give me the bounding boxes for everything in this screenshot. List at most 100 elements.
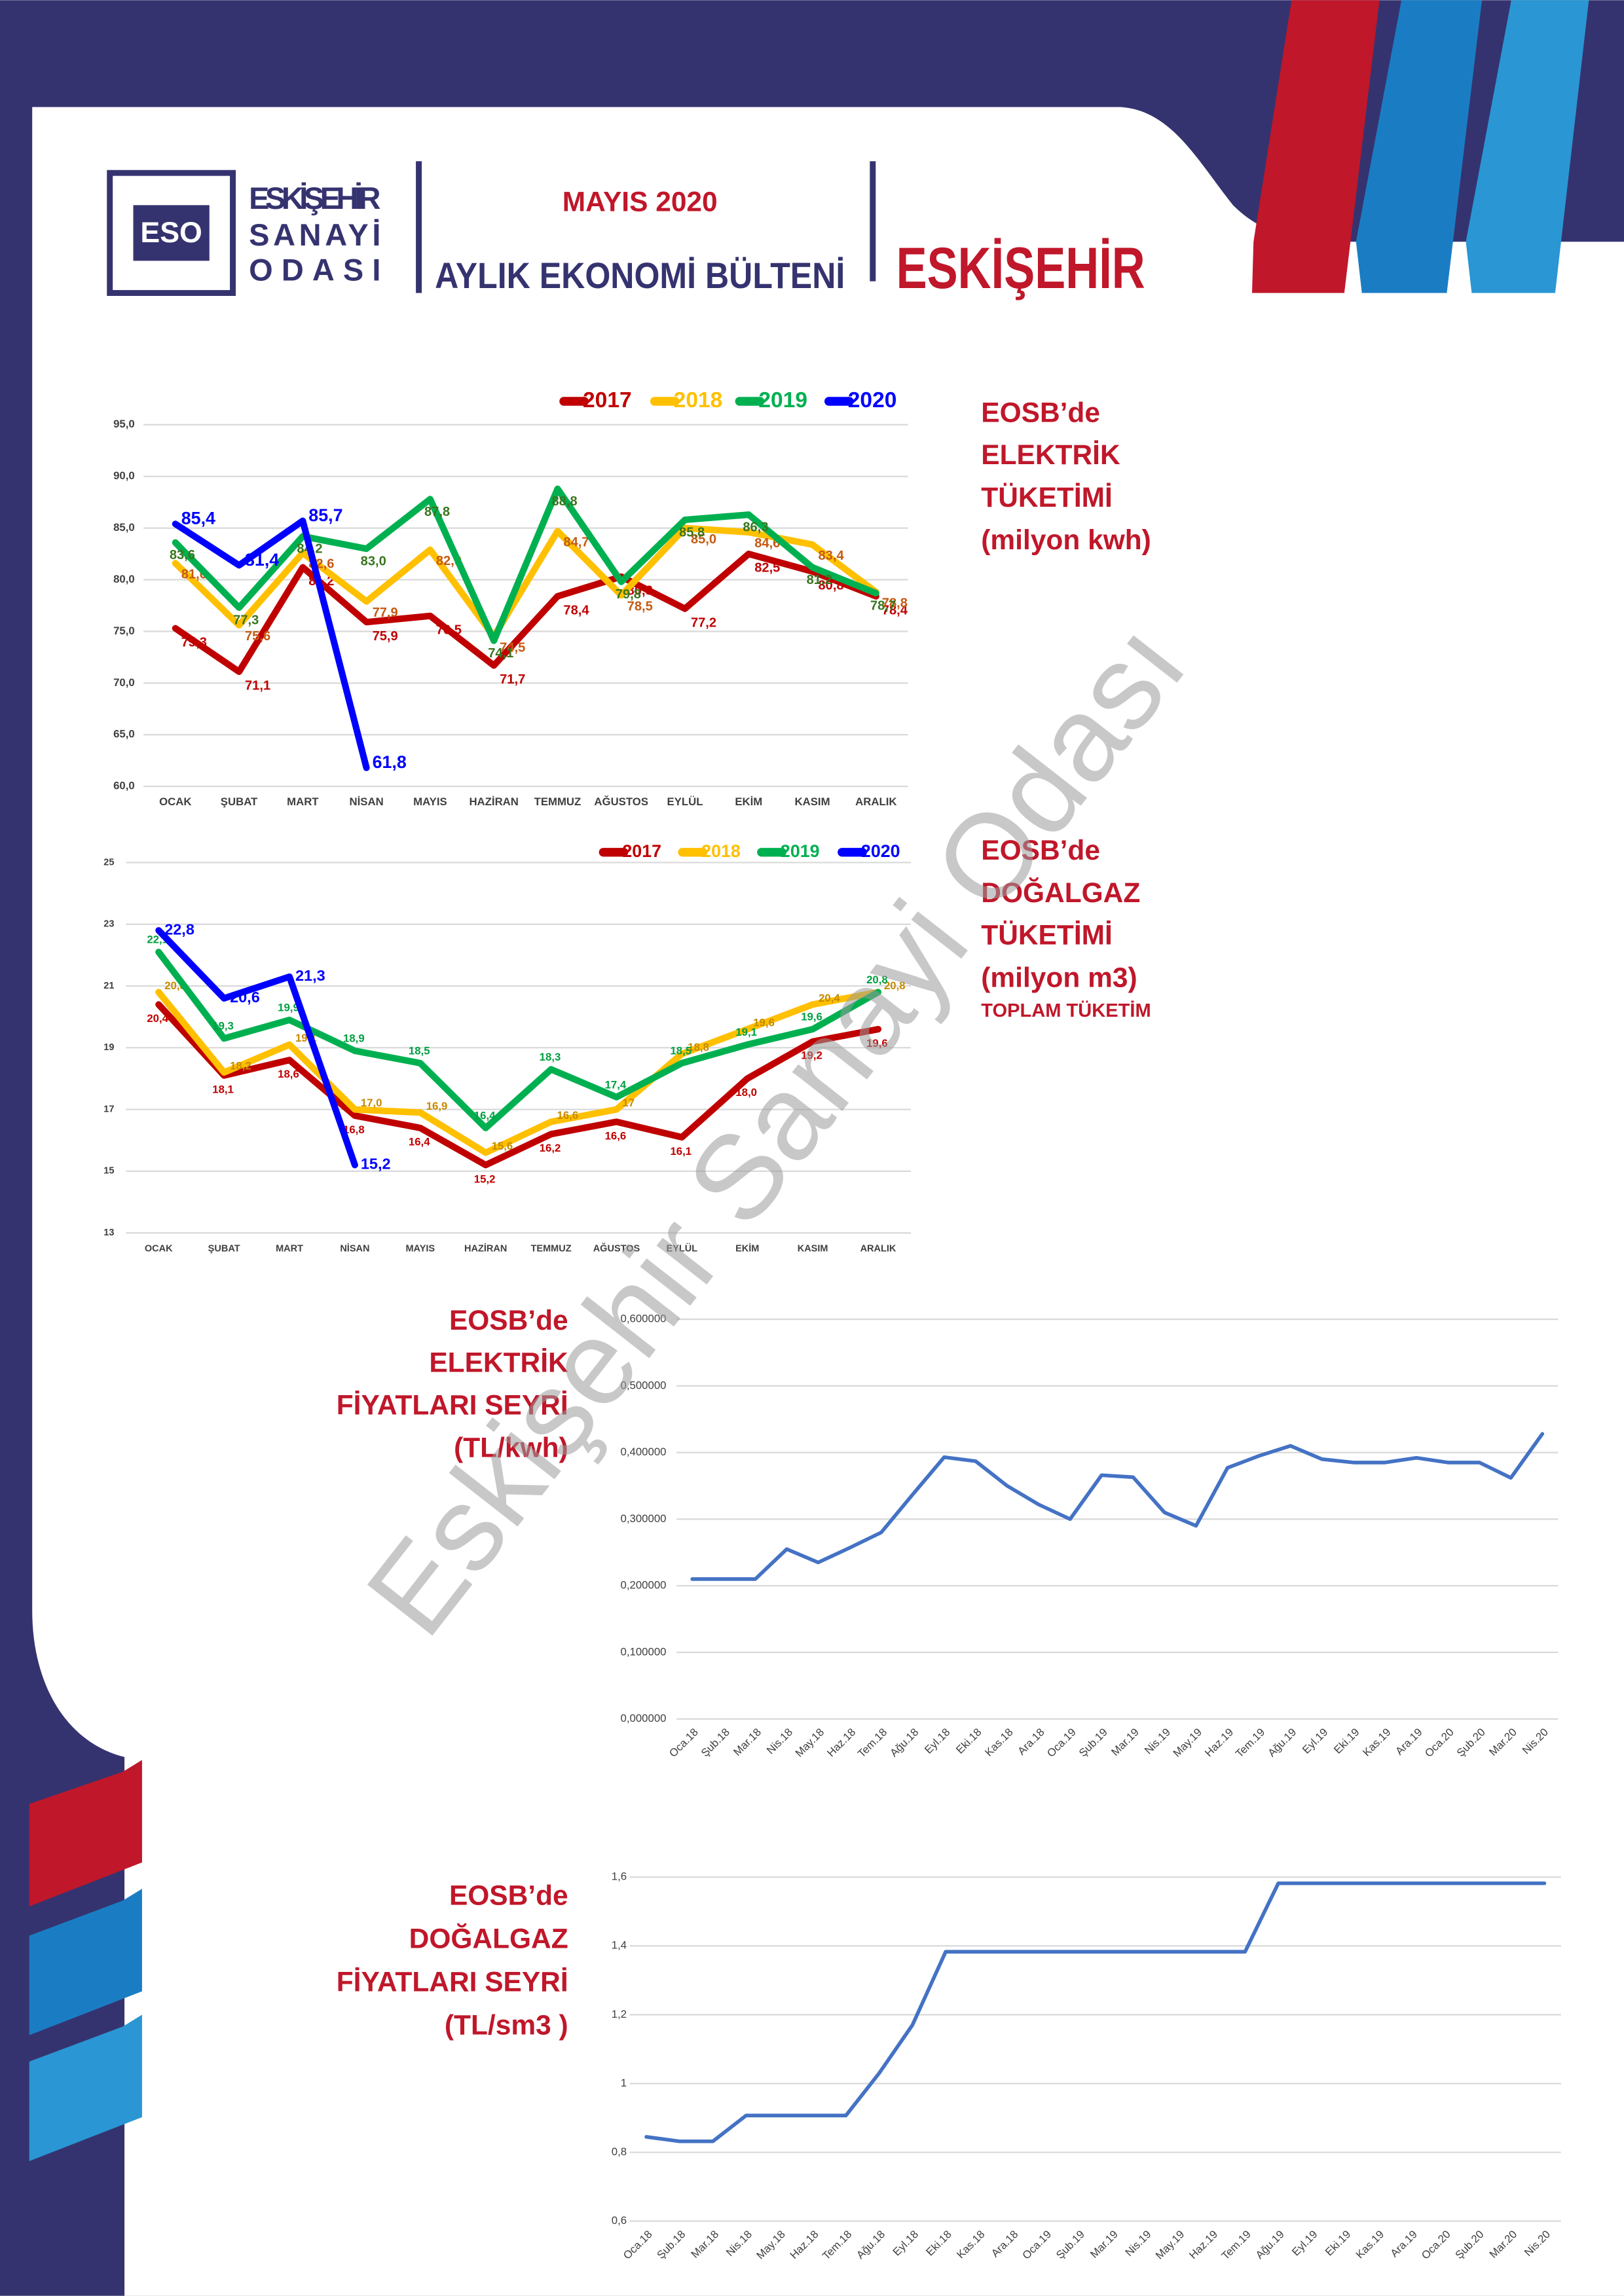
corner-red xyxy=(29,1760,142,1906)
data-label: 18,8 xyxy=(688,1041,709,1053)
data-label: 19,3 xyxy=(212,1020,234,1032)
data-label: 22,8 xyxy=(164,920,194,938)
data-label: 86,3 xyxy=(743,520,768,535)
data-label: 15,6 xyxy=(492,1140,513,1152)
x-tick-label: NİSAN xyxy=(340,1243,369,1254)
data-label: 20,4 xyxy=(819,992,840,1004)
series-line xyxy=(172,524,879,640)
data-label: 71,1 xyxy=(245,679,270,693)
legend-label: 2020 xyxy=(848,388,897,412)
chart-title: (TL/sm3 ) xyxy=(445,2011,568,2041)
data-label: 81,4 xyxy=(245,550,279,570)
data-label: 16,4 xyxy=(409,1136,430,1148)
data-label: 16,9 xyxy=(426,1100,448,1112)
data-label: 84,6 xyxy=(754,536,780,551)
chart-title: FİYATLARI SEYRİ xyxy=(337,1967,568,1998)
data-label: 16,1 xyxy=(670,1145,692,1157)
legend-label: 2019 xyxy=(758,388,807,412)
x-tick-label: HAZİRAN xyxy=(464,1243,507,1254)
y-tick-label: 0,600000 xyxy=(621,1313,667,1325)
y-tick-label: 70,0 xyxy=(113,676,135,689)
data-label: 18,6 xyxy=(278,1068,299,1080)
chart-subtitle: TOPLAM TÜKETİM xyxy=(981,1000,1151,1021)
series-line xyxy=(155,927,358,1169)
data-label: 21,3 xyxy=(295,967,325,984)
data-label: 17,0 xyxy=(361,1097,382,1109)
chart-title: EOSB’de xyxy=(449,1881,568,1912)
data-label: 17 xyxy=(622,1097,635,1109)
y-tick-label: 0,500000 xyxy=(621,1379,667,1391)
y-tick-label: 17 xyxy=(103,1104,114,1114)
data-label: 15,2 xyxy=(361,1156,391,1173)
chart-title: DOĞALGAZ xyxy=(981,877,1140,909)
series-line xyxy=(172,551,879,676)
data-label: 74,5 xyxy=(500,641,525,655)
org-name: ODASI xyxy=(249,253,380,287)
data-label: 75,3 xyxy=(181,635,207,649)
x-tick-label: KASIM xyxy=(798,1244,828,1254)
legend-label: 2017 xyxy=(622,841,661,861)
data-label: 87,8 xyxy=(424,505,450,519)
data-label: 78,5 xyxy=(627,599,653,613)
data-label: 71,7 xyxy=(500,672,525,687)
data-label: 19,9 xyxy=(278,1001,299,1013)
y-tick-label: 0,000000 xyxy=(621,1712,667,1724)
x-tick-label: EYLÜL xyxy=(667,795,703,808)
x-tick-label: OCAK xyxy=(159,795,191,808)
corner-lightblue xyxy=(29,2014,142,2161)
series-line xyxy=(155,1001,882,1169)
legend-label: 2018 xyxy=(701,841,741,861)
data-label: 17,4 xyxy=(605,1078,627,1091)
data-label: 19,6 xyxy=(753,1017,775,1029)
org-name: ESKİŞEHİR xyxy=(249,181,380,215)
y-tick-label: 0,6 xyxy=(612,2214,627,2227)
data-label: 82,5 xyxy=(754,561,780,575)
bulletin-title: AYLIK EKONOMİ BÜLTENİ xyxy=(435,255,845,296)
corner-blue xyxy=(29,1889,142,2035)
y-tick-label: 1,6 xyxy=(612,1870,627,1883)
legend-label: 2020 xyxy=(861,841,900,861)
data-label: 81,2 xyxy=(807,573,832,587)
chart-title: (milyon m3) xyxy=(981,963,1137,994)
data-label: 19,2 xyxy=(801,1049,822,1062)
x-tick-label: HAZİRAN xyxy=(469,795,518,808)
chart-title: ELEKTRİK xyxy=(429,1348,568,1379)
series-line xyxy=(172,485,879,644)
data-label: 18,3 xyxy=(540,1051,561,1063)
divider xyxy=(416,161,422,293)
y-tick-label: 1,4 xyxy=(612,1939,627,1952)
x-tick-label: MART xyxy=(276,1244,303,1254)
x-tick-label: MART xyxy=(287,795,319,808)
data-label: 20,8 xyxy=(884,979,906,992)
data-label: 77,3 xyxy=(233,613,259,628)
data-label: 78,8 xyxy=(882,596,908,611)
series-line xyxy=(644,1881,1547,2143)
legend-label: 2018 xyxy=(674,388,723,412)
chart-title: EOSB’de xyxy=(449,1305,568,1336)
org-name: SANAYİ xyxy=(249,217,380,252)
data-label: 20,4 xyxy=(147,1012,168,1025)
y-tick-label: 19 xyxy=(103,1042,114,1053)
chart-title: EOSB’de xyxy=(981,397,1100,428)
data-label: 78,4 xyxy=(882,603,908,617)
x-tick-label: ARALIK xyxy=(860,1244,896,1254)
x-tick-label: AĞUSTOS xyxy=(594,795,648,808)
data-label: 20,8 xyxy=(866,974,888,986)
chart-title: TÜKETİMİ xyxy=(981,920,1113,951)
y-tick-label: 1 xyxy=(621,2077,627,2089)
x-tick-label: ŞUBAT xyxy=(208,1244,240,1254)
data-label: 88,8 xyxy=(552,494,578,509)
data-label: 16,6 xyxy=(605,1129,627,1142)
logo-box xyxy=(133,205,210,261)
data-label: 18,5 xyxy=(409,1044,430,1057)
data-label: 77,9 xyxy=(373,606,398,620)
chart-title: (milyon kwh) xyxy=(981,525,1151,556)
stripe-blue xyxy=(1356,0,1483,293)
data-label: 79,8 xyxy=(616,587,641,602)
y-tick-label: 0,100000 xyxy=(621,1645,667,1658)
x-tick-label: OCAK xyxy=(145,1244,173,1254)
data-label: 84,7 xyxy=(563,536,589,550)
data-label: 85,8 xyxy=(679,525,705,539)
